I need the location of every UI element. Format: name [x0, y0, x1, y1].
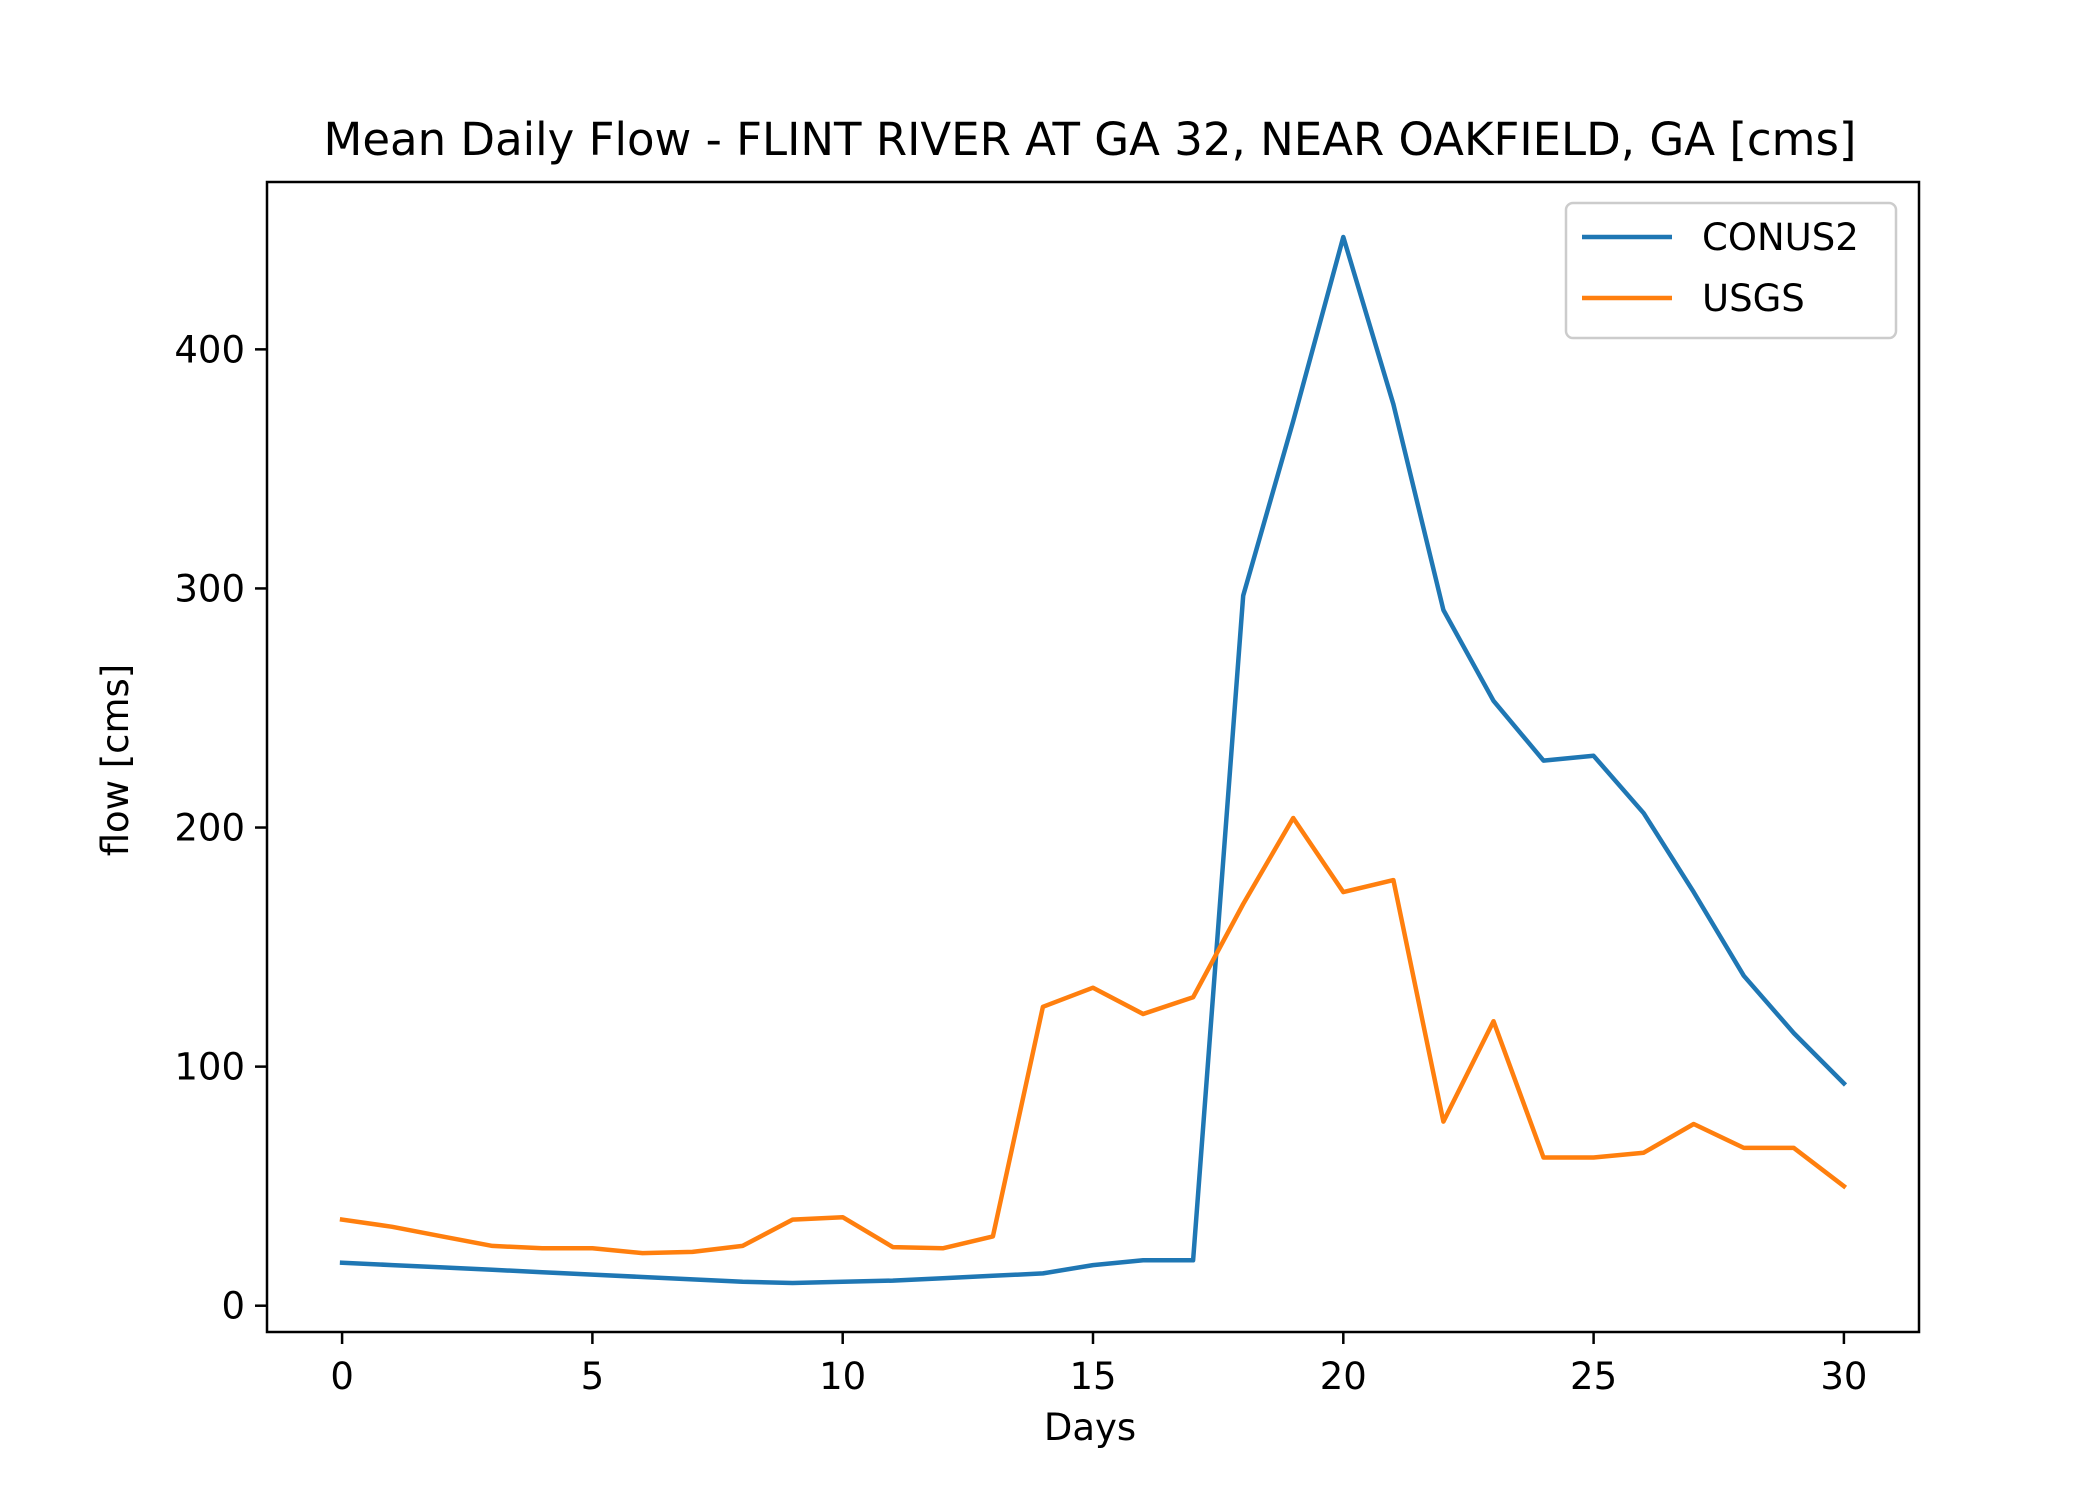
y-tick-label: 300 — [174, 567, 245, 610]
x-tick-label: 20 — [1320, 1355, 1367, 1398]
x-tick-label: 30 — [1820, 1355, 1867, 1398]
legend: CONUS2 USGS — [1564, 201, 1898, 340]
x-tick-label: 5 — [581, 1355, 605, 1398]
series-line-conus2 — [339, 234, 1848, 1286]
y-tick-label: 200 — [174, 807, 245, 850]
x-tick-label: 10 — [819, 1355, 866, 1398]
y-tick-label: 400 — [174, 328, 245, 371]
x-tick-label: 25 — [1570, 1355, 1617, 1398]
x-tick-label: 0 — [330, 1355, 354, 1398]
legend-label-usgs: USGS — [1702, 277, 1805, 320]
x-tick-label: 15 — [1069, 1355, 1116, 1398]
series-line-usgs — [339, 815, 1848, 1256]
x-axis-label: Days — [1044, 1406, 1136, 1449]
y-tick-label: 0 — [221, 1285, 245, 1328]
chart-title: Mean Daily Flow - FLINT RIVER AT GA 32, … — [324, 113, 1857, 166]
data-series — [339, 234, 1848, 1286]
legend-label-conus2: CONUS2 — [1702, 216, 1859, 259]
y-tick-label: 100 — [174, 1046, 245, 1089]
plot-frame — [265, 180, 1921, 1334]
y-axis-label: flow [cms] — [94, 664, 137, 857]
